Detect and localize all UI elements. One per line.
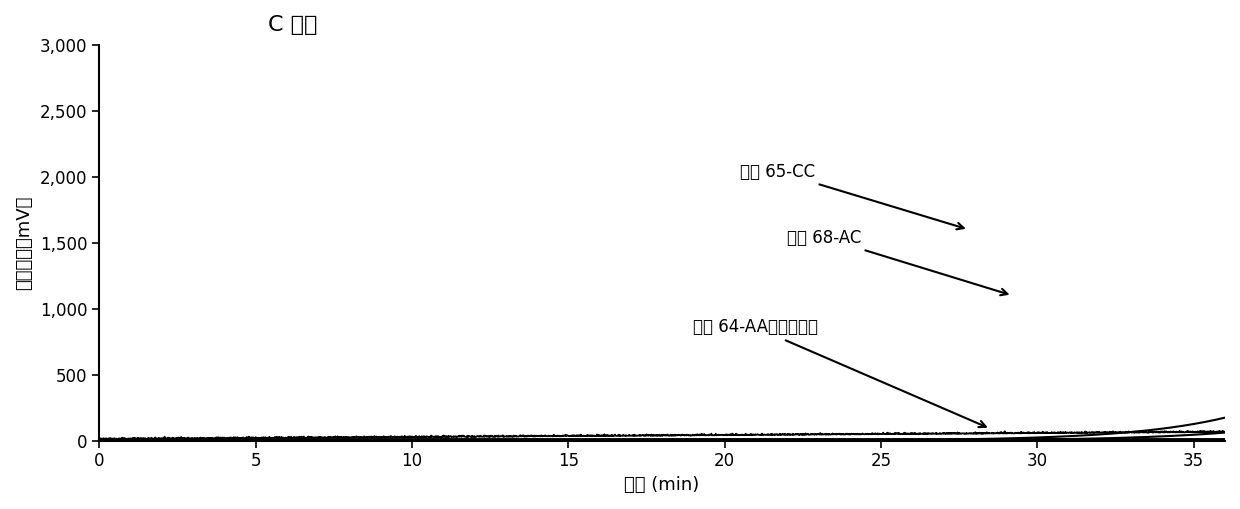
X-axis label: 时间 (min): 时间 (min) bbox=[625, 476, 699, 494]
Text: 样本 64-AA，阴性对照: 样本 64-AA，阴性对照 bbox=[693, 319, 986, 427]
Text: 样本 68-AC: 样本 68-AC bbox=[787, 229, 1007, 295]
Y-axis label: 荧光阈値（mV）: 荧光阈値（mV） bbox=[15, 195, 33, 290]
Text: C 反应: C 反应 bbox=[268, 15, 317, 35]
Text: 样本 65-CC: 样本 65-CC bbox=[740, 163, 963, 230]
